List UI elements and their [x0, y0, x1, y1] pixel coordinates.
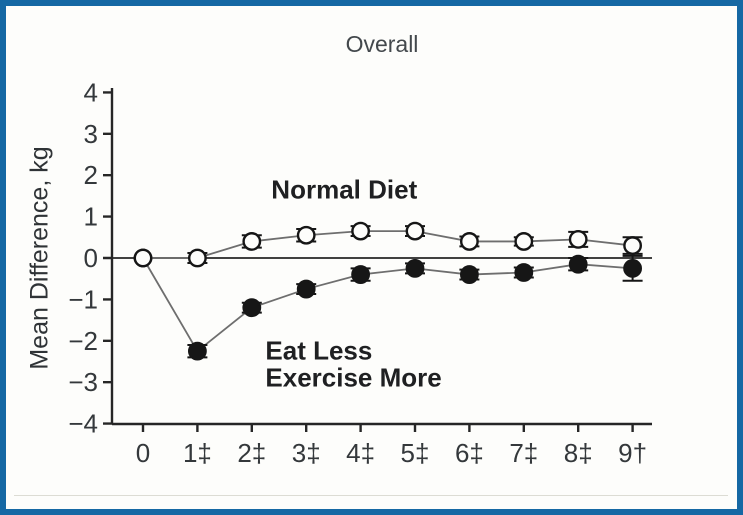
y-tick-label-0: 0 — [84, 243, 98, 273]
y-tick-label-−4: −4 — [68, 409, 98, 439]
y-tick-label-2: 2 — [84, 160, 98, 190]
open-circle-normal-diet-1 — [187, 248, 207, 268]
y-tick-label-3: 3 — [84, 119, 98, 149]
filled-circle-eat-less-exercise-more-4 — [351, 265, 370, 284]
filled-circle-eat-less-exercise-more-6 — [459, 265, 479, 284]
series-line-eat-less-exercise-more — [142, 257, 633, 353]
filled-circle-eat-less-exercise-more-8 — [568, 254, 588, 274]
y-tick-label-4: 4 — [84, 77, 98, 107]
open-circle-normal-diet-0 — [133, 248, 153, 268]
filled-circle-eat-less-exercise-more-2 — [242, 298, 262, 318]
open-circle-normal-diet-8 — [568, 229, 588, 249]
series-label-eat-less: Eat Less — [265, 335, 373, 366]
open-circle-normal-diet-4 — [351, 221, 370, 241]
series-label-normal-diet: Normal Diet — [271, 174, 418, 205]
x-tick-label-7: 7‡ — [509, 438, 538, 468]
axes — [103, 88, 652, 432]
y-tick-label-−3: −3 — [68, 367, 98, 397]
filled-circle-eat-less-exercise-more-9 — [623, 258, 642, 278]
figure-bottom-rule — [14, 495, 728, 496]
x-tick-label-8: 8‡ — [564, 438, 593, 468]
open-circle-normal-diet-9 — [623, 236, 642, 255]
open-circle-normal-diet-5 — [405, 221, 425, 241]
chart-title: Overall — [345, 31, 419, 57]
open-circle-normal-diet-2 — [242, 232, 262, 251]
open-circle-normal-diet-3 — [296, 225, 316, 245]
series-line-normal-diet — [143, 230, 633, 259]
series-label-exercise-more: Exercise More — [265, 362, 442, 393]
x-tick-label-3: 3‡ — [292, 438, 321, 468]
filled-circle-eat-less-exercise-more-5 — [405, 258, 425, 278]
x-tick-label-2: 2‡ — [237, 438, 266, 468]
x-tick-label-0: 0 — [136, 438, 150, 468]
y-tick-label-−2: −2 — [68, 326, 98, 356]
y-tick-label-−1: −1 — [68, 284, 98, 314]
y-tick-label-1: 1 — [84, 202, 98, 232]
y-axis-label: Mean Difference, kg — [25, 146, 54, 370]
x-tick-label-4: 4‡ — [346, 438, 375, 468]
open-circle-normal-diet-6 — [459, 232, 479, 251]
filled-circle-eat-less-exercise-more-3 — [296, 279, 316, 299]
open-circle-normal-diet-7 — [514, 232, 534, 251]
filled-circle-eat-less-exercise-more-1 — [187, 341, 207, 361]
x-tick-label-5: 5‡ — [401, 438, 430, 468]
x-tick-label-6: 6‡ — [455, 438, 484, 468]
x-tick-label-9: 9† — [618, 438, 647, 468]
filled-circle-eat-less-exercise-more-7 — [514, 263, 534, 282]
x-tick-label-1: 1‡ — [183, 438, 212, 468]
